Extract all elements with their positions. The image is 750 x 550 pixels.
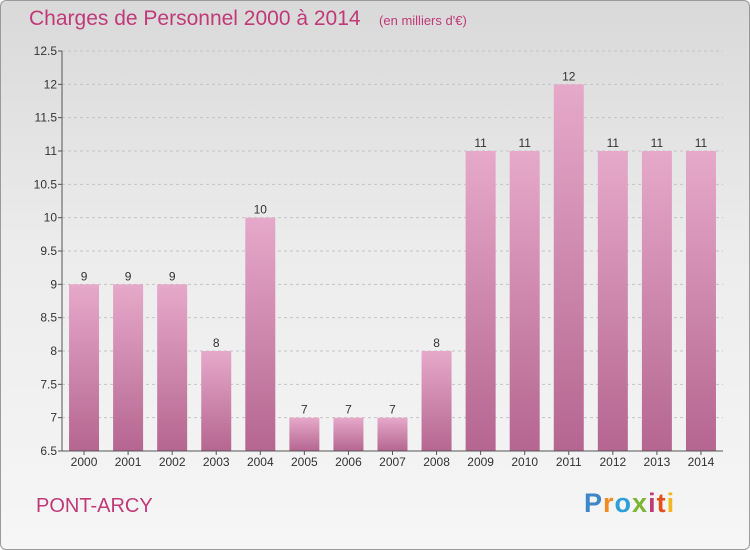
x-tick-label: 2001 <box>115 455 142 469</box>
x-tick-label: 2008 <box>423 455 450 469</box>
x-tick-label: 2000 <box>71 455 98 469</box>
bar-2013 <box>641 151 672 451</box>
bar-value-label: 11 <box>607 136 620 150</box>
y-tick-label: 11.5 <box>35 111 58 125</box>
x-tick-label: 2005 <box>291 455 318 469</box>
bar-2005 <box>289 417 320 451</box>
bar-value-label: 11 <box>651 136 664 150</box>
x-tick-label: 2011 <box>556 455 582 469</box>
bar-2002 <box>157 284 188 451</box>
y-tick-label: 12.5 <box>34 44 58 58</box>
chart-title-text: Charges de Personnel 2000 à 2014 <box>29 7 361 30</box>
x-tick-label: 2004 <box>247 455 274 469</box>
bar-2001 <box>113 284 144 451</box>
bar-2006 <box>333 417 364 451</box>
y-tick-label: 9.5 <box>40 244 57 258</box>
x-tick-label: 2007 <box>379 455 406 469</box>
x-tick-label: 2012 <box>599 455 626 469</box>
bar-value-label: 11 <box>695 136 708 150</box>
bar-value-label: 8 <box>213 336 220 350</box>
logo-letter: i <box>648 488 657 518</box>
x-tick-label: 2014 <box>688 455 715 469</box>
logo-letter: o <box>614 488 633 518</box>
y-tick-label: 8.5 <box>40 311 57 325</box>
bar-2011 <box>553 84 584 451</box>
bar-value-label: 12 <box>562 69 576 83</box>
bar-2014 <box>685 151 716 451</box>
bar-2009 <box>465 151 496 451</box>
x-tick-label: 2009 <box>467 455 494 469</box>
bar-2004 <box>245 217 276 451</box>
y-tick-label: 11 <box>45 144 58 158</box>
y-tick-label: 10 <box>44 211 58 225</box>
bar-2007 <box>377 417 408 451</box>
bar-2008 <box>421 351 452 451</box>
y-tick-label: 7.5 <box>40 377 57 391</box>
labels: 9 9 9 8 10 7 7 7 8 11 11 12 11 11 11 <box>81 69 708 416</box>
bar-value-label: 7 <box>301 403 308 417</box>
axes: 6.5 7 7.5 8 8.5 9 9.5 10 10.5 11 11.5 12 12.5 2000 200… <box>34 44 723 469</box>
y-tick-label: 9 <box>50 277 57 291</box>
chart-title: Charges de Personnel 2000 à 2014 (en mil… <box>29 7 467 31</box>
proxiti-logo: Proxiti <box>584 488 675 519</box>
logo-letter: r <box>603 488 615 518</box>
logo-letter: x <box>632 488 649 518</box>
bar-2012 <box>597 151 628 451</box>
bar-value-label: 9 <box>125 269 132 283</box>
chart-unit-label: (en milliers d'€) <box>379 13 467 28</box>
bar-value-label: 8 <box>433 336 440 350</box>
x-tick-label: 2003 <box>203 455 230 469</box>
y-tick-label: 7 <box>50 411 57 425</box>
bar-value-label: 11 <box>474 136 487 150</box>
bar-value-label: 7 <box>389 403 396 417</box>
x-tick-label: 2013 <box>644 455 671 469</box>
bar-value-label: 9 <box>81 269 88 283</box>
bar-value-label: 7 <box>345 403 352 417</box>
commune-name: PONT-ARCY <box>36 495 153 517</box>
logo-letter: t <box>656 488 667 518</box>
x-tick-label: 2006 <box>335 455 362 469</box>
x-tick-label: 2010 <box>511 455 538 469</box>
bar-2003 <box>201 351 232 451</box>
bars <box>69 84 716 451</box>
bar-value-label: 10 <box>254 203 268 217</box>
bar-value-label: 9 <box>169 269 176 283</box>
y-tick-label: 6.5 <box>40 444 57 458</box>
bar-value-label: 11 <box>518 136 531 150</box>
y-tick-label: 12 <box>44 77 58 91</box>
y-tick-label: 10.5 <box>34 177 58 191</box>
y-tick-label: 8 <box>50 344 57 358</box>
logo-letter: P <box>584 488 604 518</box>
bar-2010 <box>509 151 540 451</box>
bar-2000 <box>69 284 100 451</box>
x-tick-label: 2002 <box>159 455 186 469</box>
logo-letter: i <box>666 488 676 518</box>
